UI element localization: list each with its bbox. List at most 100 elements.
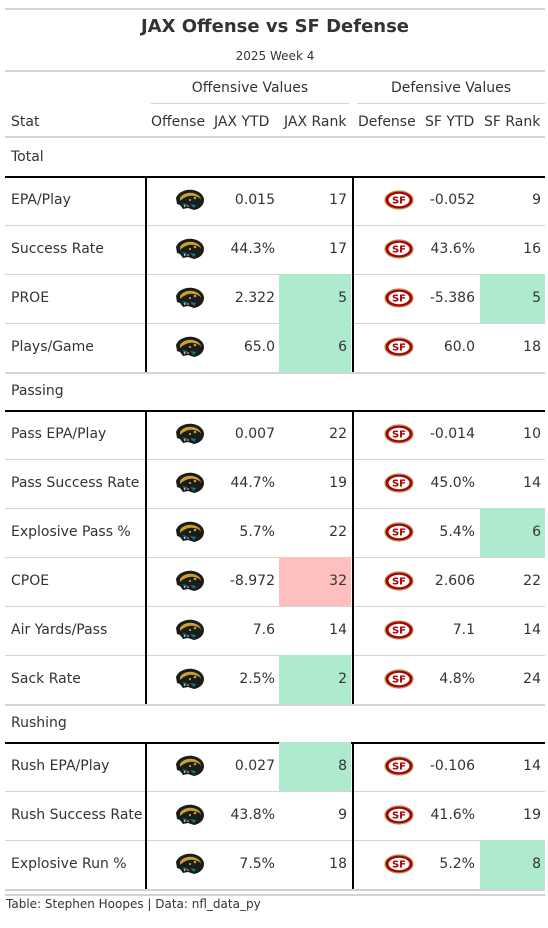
svg-text:SF: SF [392,626,406,637]
stat-label: Pass EPA/Play [11,426,107,442]
jaguar-logo-icon [174,569,206,597]
49ers-logo-icon: SF [384,571,414,595]
table-subtitle: 2025 Week 4 [235,49,315,63]
col-header-jax-ytd: JAX YTD [214,114,270,130]
sf-ytd-value: 41.6% [430,807,475,823]
group-label: Rushing [11,715,67,731]
jaguar-logo-icon [174,520,206,548]
col-header-rule [5,136,545,138]
sf-ytd-value: 4.8% [439,671,475,687]
table-row: CPOE -8.972 32 SF 2.606 22 [5,557,545,606]
jax-ytd-value: 43.8% [230,807,275,823]
row-divider [5,274,545,275]
svg-text:SF: SF [392,343,406,354]
sf-ytd-value: 5.2% [439,856,475,872]
svg-text:SF: SF [392,811,406,822]
jax-ytd-value: 0.007 [234,426,275,442]
column-divider [352,742,354,889]
group-rule [5,742,545,744]
top-rule [5,8,545,10]
jaguar-logo-icon [174,237,206,265]
svg-text:SF: SF [392,245,406,256]
stat-label: Explosive Pass % [11,524,131,540]
column-divider [352,410,354,704]
jaguar-logo-icon [174,852,206,880]
header-rule [5,70,545,72]
49ers-logo-icon: SF [384,473,414,497]
jax-rank-value: 8 [279,742,351,791]
group-rule [5,176,545,178]
sf-rank-value: 22 [523,573,541,589]
sf-rank-value: 14 [523,758,541,774]
sf-ytd-value: -5.386 [429,290,475,306]
sf-rank-value: 14 [523,475,541,491]
49ers-logo-icon: SF [384,522,414,546]
jaguar-logo-icon [174,618,206,646]
svg-text:SF: SF [392,528,406,539]
sf-rank-value: 6 [480,508,545,557]
jax-rank-value: 9 [338,807,347,823]
bottom-rule [5,894,545,896]
group-bottom-rule [5,704,545,706]
jax-rank-value: 17 [329,241,347,257]
49ers-logo-icon: SF [384,288,414,312]
jaguar-logo-icon [174,335,206,363]
jax-rank-value: 14 [329,622,347,638]
jaguar-logo-icon [174,754,206,782]
table-row: Plays/Game 65.0 6 SF 60.0 18 [5,323,545,372]
col-header-stat: Stat [11,114,40,130]
sf-ytd-value: -0.052 [429,192,475,208]
sf-ytd-value: 60.0 [443,339,475,355]
spanner-offensive: Offensive Values [191,80,309,96]
column-divider [145,410,147,704]
jax-ytd-value: 5.7% [239,524,275,540]
column-divider [145,742,147,889]
svg-text:SF: SF [392,430,406,441]
col-header-offense: Offense [151,114,206,130]
sf-ytd-value: 45.0% [430,475,475,491]
table-row: EPA/Play 0.015 17 SF -0.052 9 [5,176,545,225]
sf-rank-value: 14 [523,622,541,638]
group-bottom-rule [5,372,545,374]
svg-text:SF: SF [392,577,406,588]
jax-rank-value: 19 [329,475,347,491]
row-divider [5,459,545,460]
stat-label: Plays/Game [11,339,94,355]
svg-text:SF: SF [392,675,406,686]
table-row: Rush Success Rate 43.8% 9 SF 41.6% 19 [5,791,545,840]
jax-rank-value: 5 [279,274,351,323]
jax-rank-value: 17 [329,192,347,208]
table-row: Sack Rate 2.5% 2 SF 4.8% 24 [5,655,545,704]
sf-rank-value: 24 [523,671,541,687]
jax-rank-value: 2 [279,655,351,704]
jax-ytd-value: 7.6 [252,622,275,638]
table-row: Rush EPA/Play 0.027 8 SF -0.106 14 [5,742,545,791]
table-row: Explosive Pass % 5.7% 22 SF 5.4% 6 [5,508,545,557]
row-divider [5,655,545,656]
stat-label: PROE [11,290,50,306]
jaguar-logo-icon [174,422,206,450]
sf-rank-value: 5 [480,274,545,323]
49ers-logo-icon: SF [384,854,414,878]
sf-rank-value: 18 [523,339,541,355]
sf-ytd-value: 5.4% [439,524,475,540]
source-note: Table: Stephen Hoopes | Data: nfl_data_p… [6,897,261,911]
jaguar-logo-icon [174,471,206,499]
jax-ytd-value: 44.3% [230,241,275,257]
svg-text:SF: SF [392,479,406,490]
jax-ytd-value: 0.015 [234,192,275,208]
49ers-logo-icon: SF [384,239,414,263]
row-divider [5,225,545,226]
svg-text:SF: SF [392,294,406,305]
sf-rank-value: 16 [523,241,541,257]
group-rule [5,410,545,412]
table-row: Success Rate 44.3% 17 SF 43.6% 16 [5,225,545,274]
49ers-logo-icon: SF [384,424,414,448]
sf-rank-value: 19 [523,807,541,823]
sf-ytd-value: -0.014 [429,426,475,442]
jaguar-logo-icon [174,667,206,695]
sf-rank-value: 9 [532,192,541,208]
column-divider [145,176,147,372]
jaguar-logo-icon [174,188,206,216]
col-header-jax-rank: JAX Rank [284,114,347,130]
